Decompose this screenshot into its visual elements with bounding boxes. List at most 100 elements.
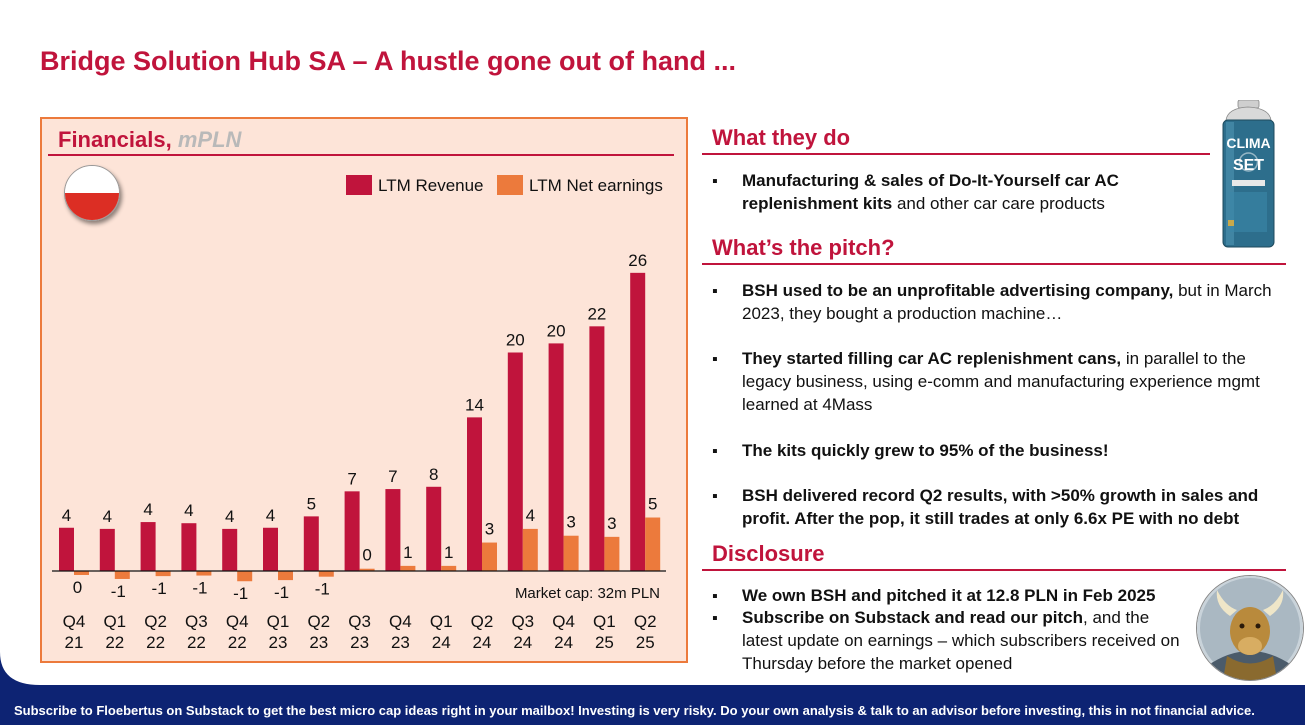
page-title: Bridge Solution Hub SA – A hustle gone o…: [40, 46, 736, 76]
market-cap-note: Market cap: 32m PLN: [515, 585, 660, 602]
net-earnings-data-label: 3: [485, 520, 494, 539]
x-tick-label: Q1: [593, 612, 616, 631]
revenue-data-label: 4: [225, 507, 234, 526]
legend-swatch-net-earnings: [497, 175, 523, 195]
net-earnings-bar: [400, 565, 416, 571]
revenue-data-label: 20: [547, 321, 566, 340]
x-tick-label: 23: [309, 633, 328, 652]
bullet-text: Manufacturing & sales of Do-It-Yourself …: [742, 171, 1119, 213]
net-earnings-bar: [196, 571, 212, 576]
bullet-text: BSH used to be an unprofitable advertisi…: [742, 281, 1272, 323]
net-earnings-data-label: 4: [526, 506, 535, 525]
revenue-data-label: 8: [429, 465, 438, 484]
section-title-pitch: What’s the pitch?: [712, 235, 895, 260]
x-tick-label: 25: [595, 633, 614, 652]
section-divider: [702, 263, 1286, 265]
revenue-bar: [507, 352, 523, 571]
net-earnings-data-label: 1: [403, 543, 412, 562]
x-tick-label: Q1: [103, 612, 126, 631]
x-tick-label: 22: [146, 633, 165, 652]
revenue-data-label: 4: [184, 501, 193, 520]
legend-label-revenue: LTM Revenue: [378, 176, 484, 195]
revenue-data-label: 4: [143, 500, 152, 519]
revenue-bar: [303, 516, 319, 571]
net-earnings-bar: [114, 571, 130, 579]
net-earnings-data-label: -1: [192, 579, 207, 598]
x-tick-label: Q4: [552, 612, 575, 631]
net-earnings-bar: [318, 571, 334, 577]
revenue-data-label: 4: [103, 507, 112, 526]
x-tick-label: 21: [65, 633, 84, 652]
net-earnings-data-label: 0: [73, 578, 82, 597]
x-tick-label: Q2: [471, 612, 494, 631]
bullet-icon: ▪: [712, 588, 718, 605]
net-earnings-bar: [74, 571, 89, 575]
chart-panel-title-main: Financials,: [58, 127, 172, 152]
climaset-can-image: CLIMA SET: [1222, 100, 1275, 248]
revenue-data-label: 7: [388, 467, 397, 486]
net-earnings-bar: [441, 565, 457, 571]
x-tick-label: Q1: [430, 612, 453, 631]
net-earnings-data-label: 3: [566, 513, 575, 532]
x-tick-label: Q3: [348, 612, 371, 631]
x-tick-label: Q2: [634, 612, 657, 631]
revenue-bar: [140, 522, 156, 571]
bullet-text: The kits quickly grew to 95% of the busi…: [742, 441, 1109, 460]
revenue-data-label: 4: [62, 506, 71, 525]
net-earnings-data-label: -1: [111, 582, 126, 601]
bullet-text: They started filling car AC replenishmen…: [742, 349, 1260, 414]
net-earnings-bar: [645, 517, 661, 571]
net-earnings-data-label: 3: [607, 514, 616, 533]
net-earnings-data-label: 0: [362, 546, 371, 565]
net-earnings-data-label: 1: [444, 543, 453, 562]
net-earnings-bar: [359, 568, 375, 571]
net-earnings-bar: [482, 542, 497, 571]
x-tick-label: 24: [554, 633, 573, 652]
x-tick-label: 24: [513, 633, 532, 652]
revenue-bar: [548, 343, 564, 571]
x-tick-label: 23: [269, 633, 288, 652]
section-divider: [702, 569, 1286, 571]
footer-disclaimer: Subscribe to Floebertus on Substack to g…: [14, 703, 1255, 718]
x-tick-label: 22: [187, 633, 206, 652]
bullet-icon: ▪: [712, 173, 718, 190]
x-tick-label: Q2: [144, 612, 167, 631]
revenue-data-label: 26: [628, 251, 647, 270]
revenue-bar: [385, 489, 401, 571]
section-divider: [702, 153, 1210, 155]
x-tick-label: Q3: [185, 612, 208, 631]
x-tick-label: Q1: [267, 612, 290, 631]
bullet-icon: ▪: [712, 610, 718, 627]
revenue-data-label: 14: [465, 395, 484, 414]
x-tick-label: 24: [432, 633, 451, 652]
bullet-icon: ▪: [712, 351, 718, 368]
revenue-data-label: 20: [506, 331, 525, 350]
net-earnings-data-label: 5: [648, 495, 657, 514]
net-earnings-data-label: -1: [152, 579, 167, 598]
net-earnings-bar: [237, 571, 253, 582]
legend-swatch-revenue: [346, 175, 372, 195]
x-tick-label: Q4: [226, 612, 249, 631]
revenue-bar: [181, 523, 197, 571]
svg-text:SET: SET: [1233, 157, 1264, 174]
bull-avatar-image: [1196, 575, 1304, 681]
x-tick-label: Q4: [389, 612, 412, 631]
section-title-disclosure: Disclosure: [712, 541, 825, 566]
x-tick-label: Q2: [307, 612, 330, 631]
revenue-bar: [222, 528, 238, 571]
x-tick-label: 25: [636, 633, 655, 652]
chart-panel-divider: [48, 154, 674, 156]
net-earnings-data-label: -1: [315, 580, 330, 599]
net-earnings-bar: [563, 535, 579, 571]
section-title-what-they-do: What they do: [712, 125, 851, 150]
bullet-text: BSH delivered record Q2 results, with >5…: [742, 486, 1259, 528]
net-earnings-bar: [155, 571, 171, 577]
financials-bar-chart: LTM Revenue LTM Net earnings 4 0 Q4 21 4 -1 Q1 22…: [52, 175, 666, 652]
bullet-text: Subscribe on Substack and read our pitch…: [742, 608, 1180, 673]
financials-chart-panel: Financials, mPLN LTM Revenue LTM Net earn…: [40, 117, 688, 663]
footer-bar: Subscribe to Floebertus on Substack to g…: [0, 685, 1305, 725]
revenue-data-label: 5: [307, 494, 316, 513]
x-tick-label: Q4: [63, 612, 86, 631]
svg-text:CLIMA: CLIMA: [1226, 135, 1270, 151]
bullet-icon: ▪: [712, 443, 718, 460]
